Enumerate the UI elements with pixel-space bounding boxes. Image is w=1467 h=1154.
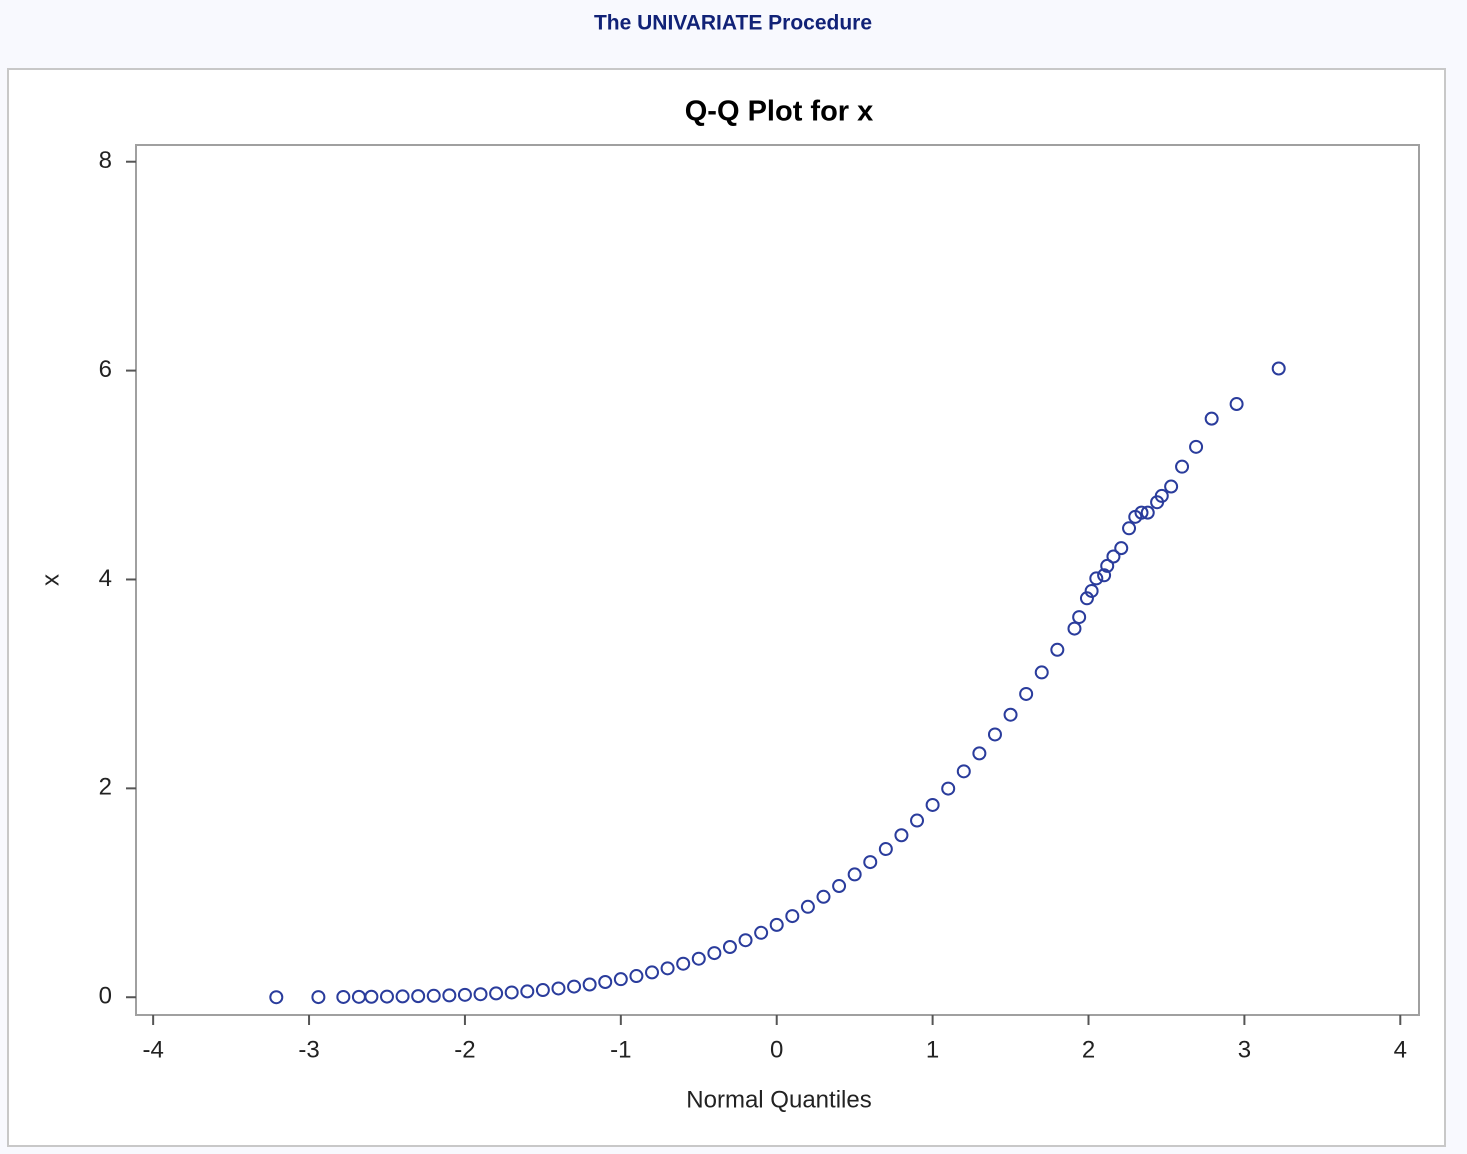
data-point (1106, 549, 1121, 564)
data-point (1140, 505, 1155, 520)
data-point (1034, 665, 1049, 680)
x-axis-label: Normal Quantiles (686, 1086, 871, 1113)
data-point (1175, 459, 1190, 474)
y-axis-label: x (37, 574, 64, 586)
data-point (1072, 610, 1087, 625)
data-point (1050, 642, 1065, 657)
chart-title: Q-Q Plot for x (685, 96, 874, 128)
data-point (1154, 488, 1169, 503)
data-point (489, 986, 504, 1001)
data-point (582, 977, 597, 992)
data-point (832, 879, 847, 894)
data-point (457, 987, 472, 1002)
data-point (1100, 558, 1115, 573)
data-point (1134, 505, 1149, 520)
x-tick-label: -1 (610, 1036, 631, 1063)
data-point (1079, 591, 1094, 606)
x-tick-label: 4 (1394, 1036, 1407, 1063)
data-point (878, 842, 893, 857)
data-point (598, 974, 613, 989)
data-point (504, 985, 519, 1000)
data-point (676, 956, 691, 971)
data-point (395, 989, 410, 1004)
data-point (473, 987, 488, 1002)
data-point (1114, 541, 1129, 556)
x-tick-label: 3 (1238, 1036, 1251, 1063)
data-point (645, 965, 660, 980)
data-point (722, 940, 737, 955)
data-point (785, 909, 800, 924)
data-point (972, 746, 987, 761)
x-tick-label: 0 (770, 1036, 783, 1063)
data-point (411, 989, 426, 1004)
data-point (311, 990, 326, 1005)
data-point (336, 989, 351, 1004)
graph-panel (7, 68, 1446, 1147)
x-tick-label: 1 (926, 1036, 939, 1063)
data-point (1097, 568, 1112, 583)
x-tick-label: -4 (142, 1036, 163, 1063)
data-point (691, 951, 706, 966)
data-point (1019, 686, 1034, 701)
x-tick-label: -2 (454, 1036, 475, 1063)
data-point (442, 988, 457, 1003)
y-tick-label: 8 (99, 147, 112, 174)
data-point (1164, 479, 1179, 494)
data-point (520, 984, 535, 999)
data-point (1003, 707, 1018, 722)
data-point (956, 764, 971, 779)
data-point (707, 946, 722, 961)
data-point (894, 828, 909, 843)
x-tick-label: 2 (1082, 1036, 1095, 1063)
data-point (1084, 583, 1099, 598)
data-point (847, 867, 862, 882)
data-point (987, 727, 1002, 742)
data-point (863, 855, 878, 870)
data-point (1204, 411, 1219, 426)
page-title: The UNIVARIATE Procedure (594, 12, 872, 35)
data-point (660, 961, 675, 976)
data-point (613, 972, 628, 987)
data-point (551, 981, 566, 996)
y-tick-label: 0 (99, 983, 112, 1010)
data-point (1122, 521, 1137, 536)
data-point (426, 988, 441, 1003)
data-point (769, 917, 784, 932)
data-point (800, 899, 815, 914)
data-point (1229, 397, 1244, 412)
data-point (567, 979, 582, 994)
x-tick-label: -3 (298, 1036, 319, 1063)
data-point (629, 969, 644, 984)
data-point (941, 781, 956, 796)
y-tick-label: 4 (99, 565, 112, 592)
data-point (816, 889, 831, 904)
data-point (364, 989, 379, 1004)
data-point (910, 813, 925, 828)
data-point (535, 983, 550, 998)
y-tick-label: 6 (99, 356, 112, 383)
data-point (269, 990, 284, 1005)
data-point (1089, 571, 1104, 586)
data-point (738, 933, 753, 948)
data-point (1271, 361, 1286, 376)
data-point (1189, 439, 1204, 454)
data-point (754, 925, 769, 940)
data-point (379, 989, 394, 1004)
y-tick-label: 2 (99, 774, 112, 801)
data-point (925, 797, 940, 812)
data-point (1067, 621, 1082, 636)
